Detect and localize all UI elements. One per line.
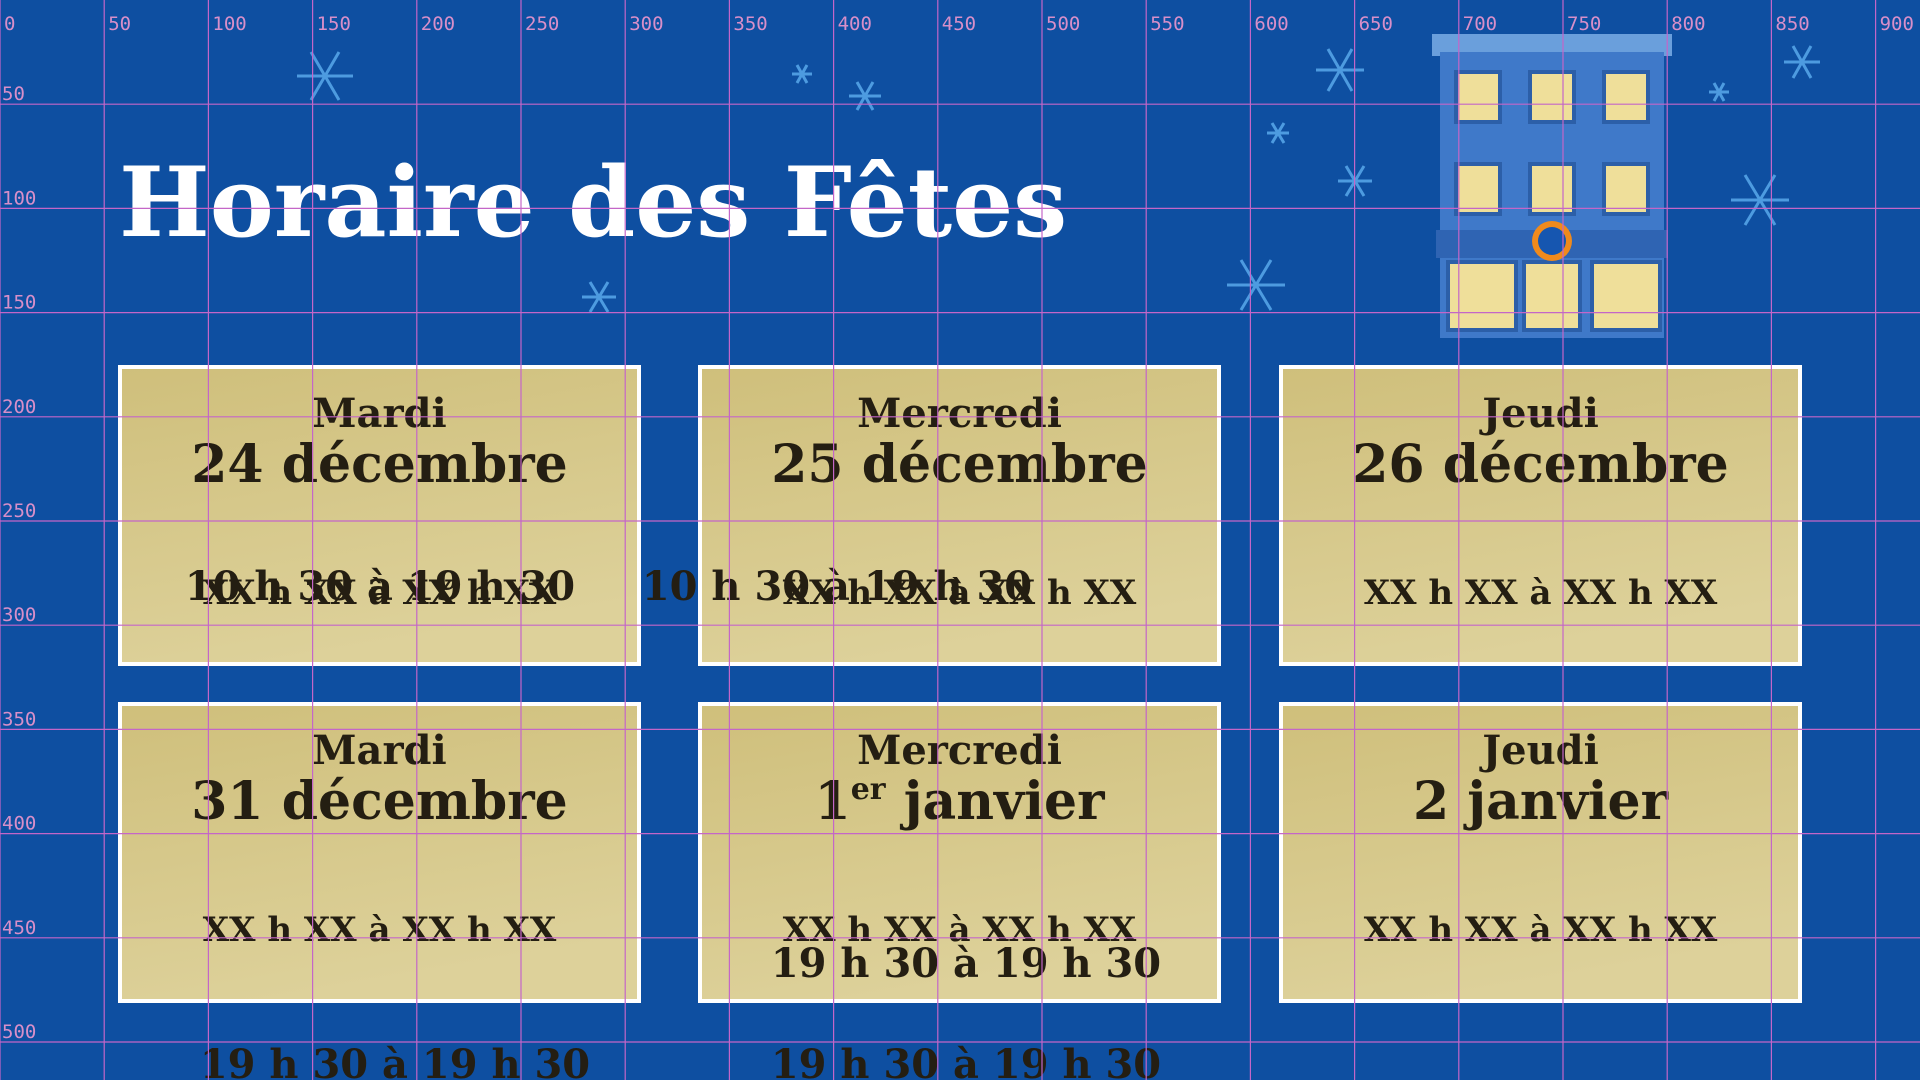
card [1279,702,1802,1003]
ruler-x-label: 850 [1775,13,1809,35]
ruler-x-label: 400 [838,13,872,35]
card-date: 31 décembre [191,771,568,832]
card [118,702,641,1003]
ruler-x-label: 450 [942,13,976,35]
card-date: 1er janvier [815,771,1106,832]
ruler-x-label: 150 [317,13,351,35]
ruler-x-label: 650 [1359,13,1393,35]
ruler-x-label: 250 [525,13,559,35]
ruler-x-label: 0 [4,13,15,35]
ruler-x-label: 900 [1880,13,1914,35]
card-date: 26 décembre [1352,434,1729,495]
card-date: 24 décembre [191,434,568,495]
date-number: 1 [815,771,851,832]
ruler-y-label: 500 [2,1021,36,1043]
ruler-x-label: 700 [1463,13,1497,35]
date-sup: er [851,772,887,807]
ruler-y-label: 250 [2,500,36,522]
snowflakes [297,45,1820,313]
ruler-x-label: 750 [1567,13,1601,35]
card-date: 2 janvier [1413,771,1669,832]
ruler-y-label: 150 [2,292,36,314]
overlay-hours: 19 h 30 à 19 h 30 [771,1041,1161,1080]
ruler-y-label: 450 [2,917,36,939]
card [698,702,1221,1003]
page-title: Horaire des Fêtes [119,146,1067,259]
card-day: Mardi [312,390,446,437]
ruler-x-label: 600 [1254,13,1288,35]
ruler-x-label: 550 [1150,13,1184,35]
ruler-x-label: 50 [108,13,131,35]
card-day: Mercredi [857,390,1062,437]
ruler-x-label: 100 [212,13,246,35]
overlay-hours: 10 h 30 à 19 h 30 [642,563,1032,610]
ruler-y-label: 200 [2,396,36,418]
overlay-hours: 19 h 30 à 19 h 30 [771,940,1161,987]
ruler-x-label: 200 [421,13,455,35]
overlay-hours: 19 h 30 à 19 h 30 [200,1041,590,1080]
card-hours: XX h XX à XX h XX [1364,910,1718,950]
date-rest: janvier [886,771,1105,832]
card-hours: XX h XX à XX h XX [783,910,1137,950]
ruler-x-label: 350 [733,13,767,35]
card-day: Jeudi [1479,390,1599,437]
ruler-y-label: 50 [2,83,25,105]
ruler-x-label: 800 [1671,13,1705,35]
ruler-x-label: 500 [1046,13,1080,35]
card-day: Mardi [312,727,446,774]
card-day: Mercredi [857,727,1062,774]
overlay-hours: 10 h 30 à 19 h 30 [185,563,575,610]
ruler-y-label: 300 [2,604,36,626]
card-date: 25 décembre [771,434,1148,495]
ruler-x-label: 300 [629,13,663,35]
store-building [1432,34,1672,338]
card-day: Jeudi [1479,727,1599,774]
card-hours: XX h XX à XX h XX [1364,573,1718,613]
card-hours: XX h XX à XX h XX [783,573,1137,613]
ruler-y-label: 100 [2,187,36,209]
ruler-y-label: 350 [2,708,36,730]
ruler-y-label: 400 [2,813,36,835]
card-hours: XX h XX à XX h XX [203,910,557,950]
card-hours: XX h XX à XX h XX [203,573,557,613]
